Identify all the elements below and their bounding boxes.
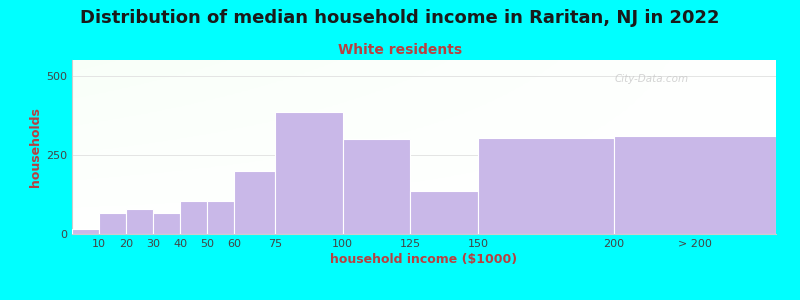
Bar — [614, 136, 776, 234]
Bar — [410, 191, 478, 234]
Bar — [180, 201, 207, 234]
Text: Distribution of median household income in Raritan, NJ in 2022: Distribution of median household income … — [80, 9, 720, 27]
Y-axis label: households: households — [29, 107, 42, 187]
Bar — [207, 201, 234, 234]
Bar — [342, 139, 410, 234]
Bar — [478, 137, 614, 234]
Bar — [275, 112, 342, 234]
Text: City-Data.com: City-Data.com — [614, 74, 688, 84]
Bar — [99, 213, 126, 234]
X-axis label: household income ($1000): household income ($1000) — [330, 253, 518, 266]
Bar — [72, 229, 99, 234]
Bar — [234, 171, 275, 234]
Bar — [154, 213, 180, 234]
Text: White residents: White residents — [338, 44, 462, 58]
Bar — [126, 209, 154, 234]
